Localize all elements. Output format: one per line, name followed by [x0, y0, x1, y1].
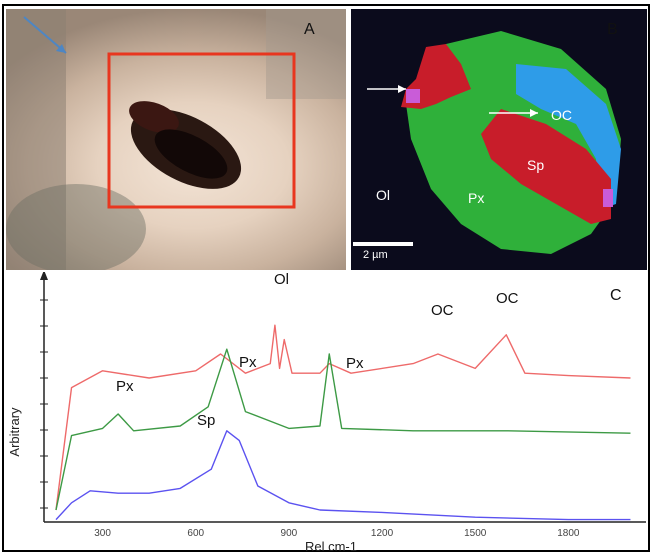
pyroxene-label: Px [468, 190, 485, 206]
x-tick-label: 900 [281, 528, 298, 539]
x-tick-label: 1500 [464, 528, 487, 539]
spectrum-line-1 [55, 324, 631, 511]
peak-label-sp: Sp [197, 412, 216, 429]
y-axis-arrow [40, 270, 48, 280]
scale-bar [353, 242, 413, 246]
micrograph-drawing [6, 9, 346, 270]
panel-b-label: B [607, 21, 618, 38]
scale-bar-label: 2 µm [363, 249, 388, 261]
raman-phase-map: B Ol Px Sp OC 2 µm [351, 9, 647, 270]
figure-frame [2, 4, 650, 552]
raman-spectra-panel: Arbitrary Rel cm-1 300 600 900 1200 1500 1800… [6, 270, 650, 554]
olivine-label: Ol [376, 187, 390, 203]
panel-a-label: A [304, 21, 315, 38]
peak-label-px-3: Px [346, 355, 364, 372]
x-tick-label: 600 [187, 528, 204, 539]
peak-label-oc-1: OC [431, 302, 454, 319]
spectrum-line-2 [55, 348, 631, 511]
spectrum-line-3 [55, 430, 631, 521]
region-of-interest-box [107, 52, 296, 209]
x-axis-label: Rel cm-1 [305, 539, 357, 552]
panel-c-label: C [610, 287, 622, 304]
y-axis-label: Arbitrary [7, 407, 22, 457]
spectra-chart: Arbitrary Rel cm-1 300 600 900 1200 1500 1800 [7, 270, 646, 554]
spinel-label: Sp [527, 157, 545, 173]
peak-label-px-2: Px [239, 354, 257, 371]
organic-carbon-label: OC [551, 107, 572, 123]
peak-label-px-1: Px [116, 378, 134, 395]
phase-map-drawing [353, 31, 621, 254]
peak-label-ol: Ol [274, 271, 289, 288]
x-tick-label: 1200 [371, 528, 394, 539]
x-tick-label: 300 [94, 528, 111, 539]
x-tick-label: 1800 [557, 528, 580, 539]
optical-micrograph: A [6, 9, 346, 270]
peak-label-oc-2: OC [496, 290, 519, 307]
